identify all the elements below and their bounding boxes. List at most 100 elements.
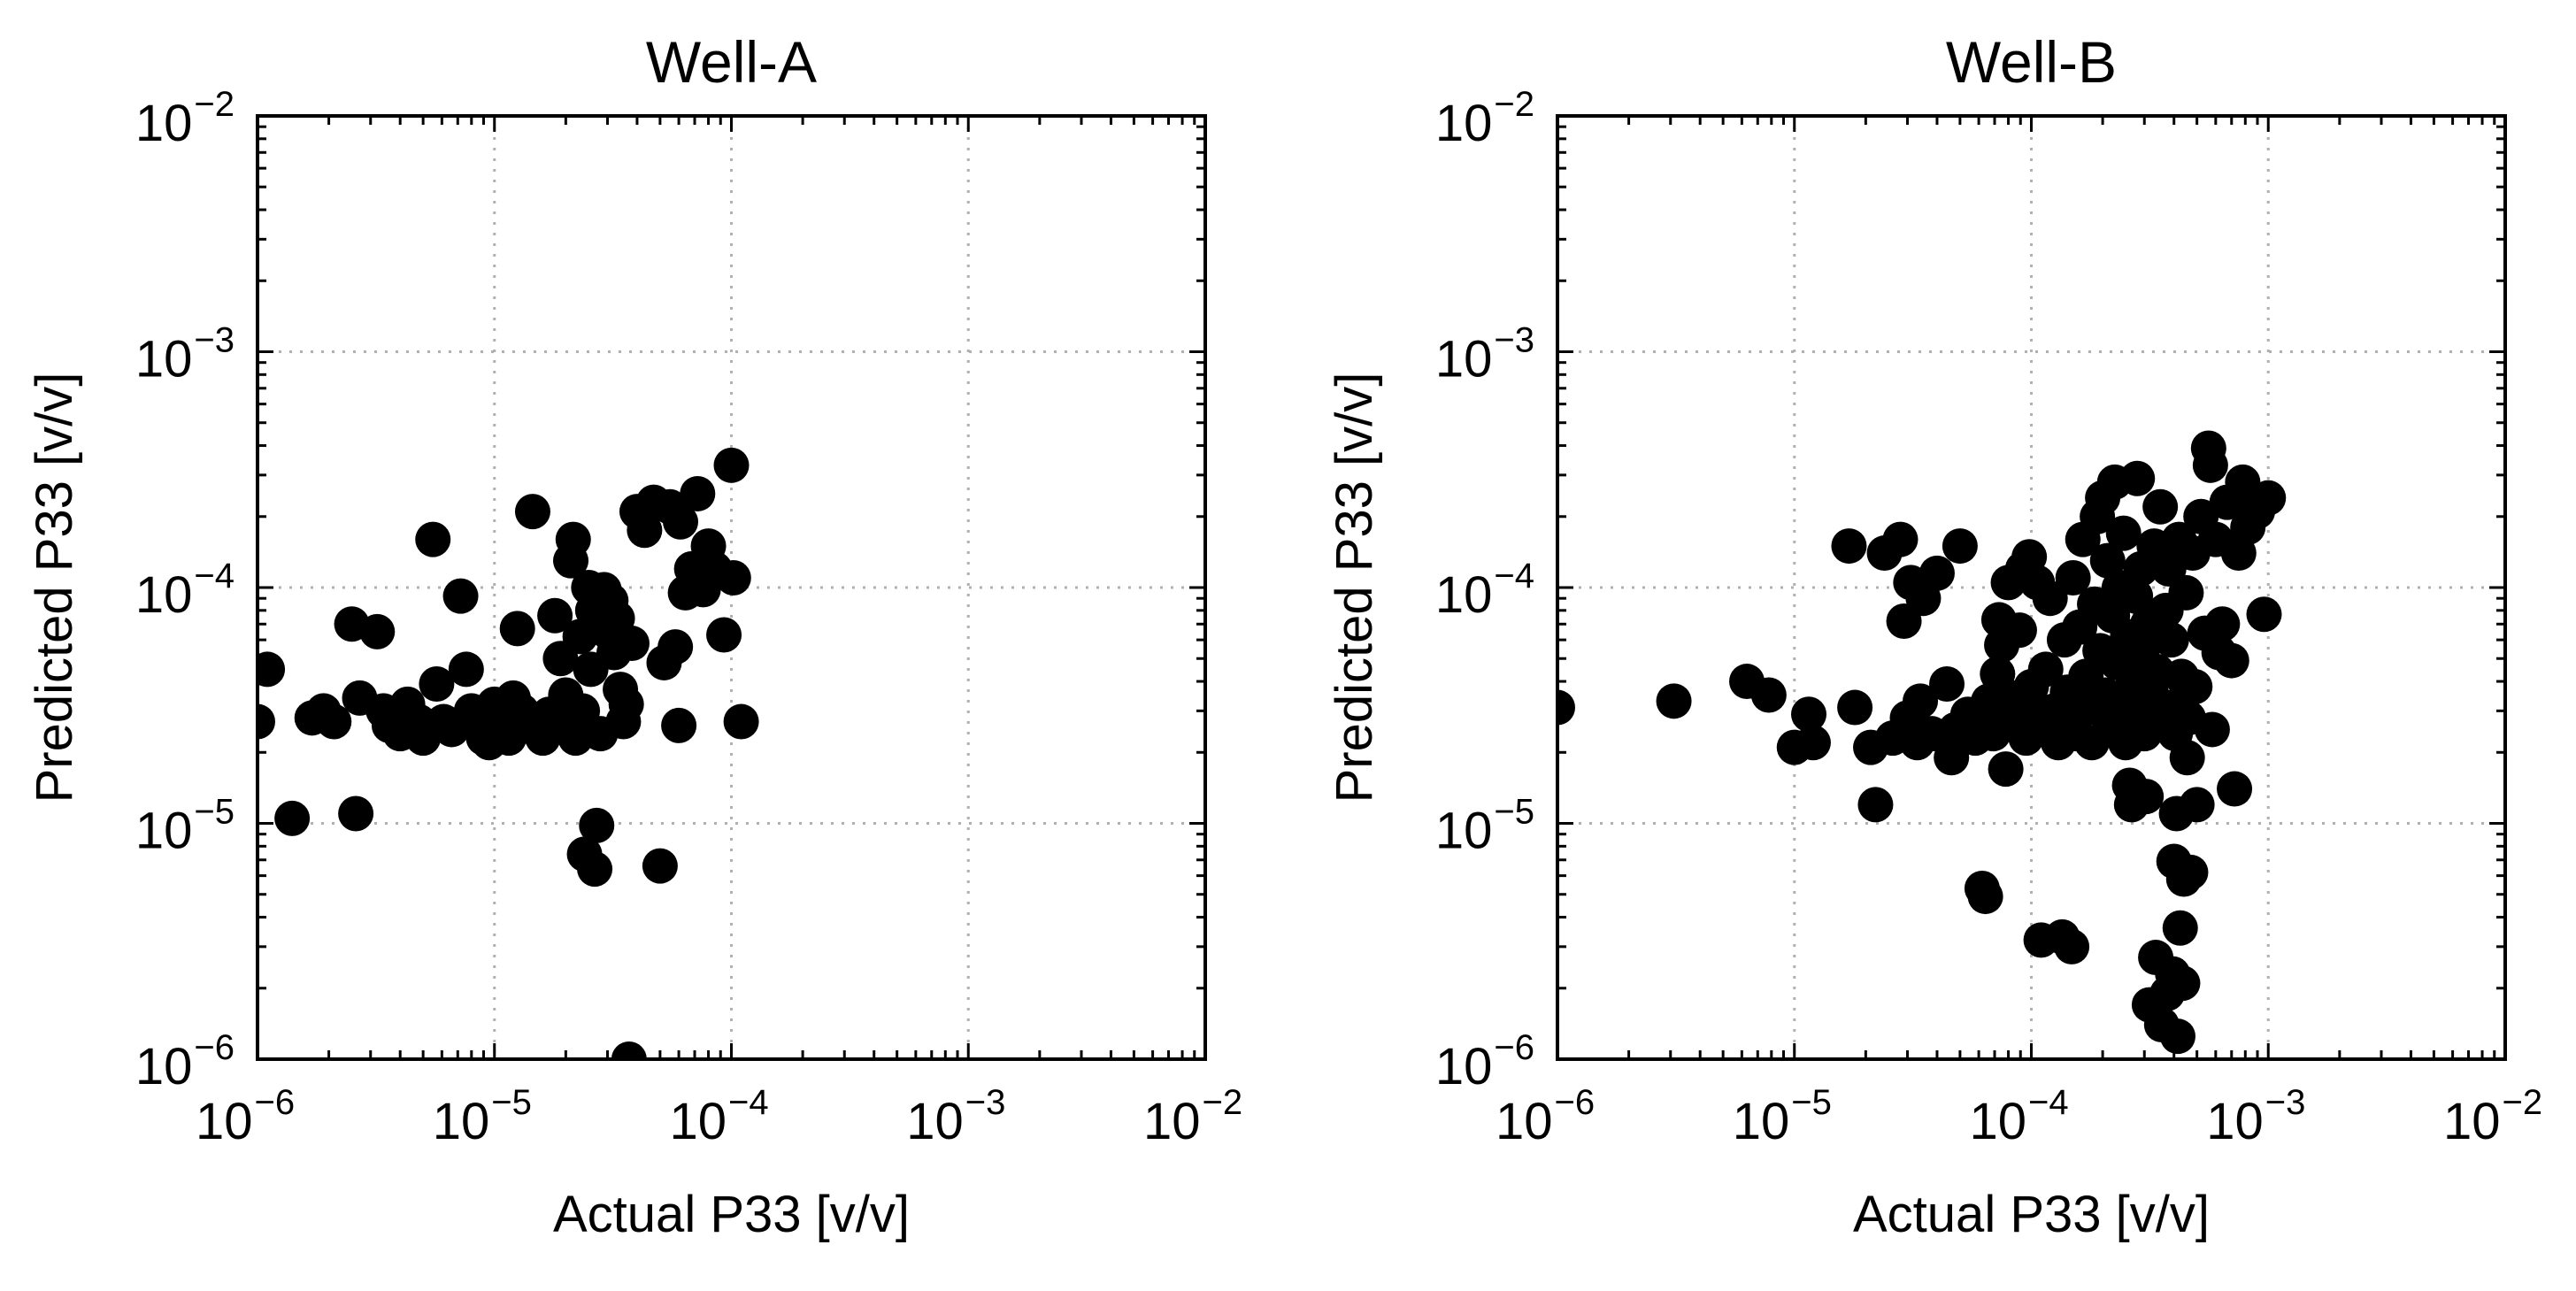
x-tick-label: 10−2 — [2443, 1083, 2542, 1150]
scatter-point — [1903, 683, 1939, 719]
scatter-point — [448, 651, 484, 688]
chart-panel-2: 10−6 10−5 10−4 10−3 10−2 10−6 10−5 10−4 10−3 10−2… — [1326, 29, 2542, 1243]
y-tick-label: 10−5 — [135, 793, 235, 860]
x-tick-label: 10−4 — [669, 1083, 768, 1150]
scatter-point — [1882, 521, 1919, 557]
scatter-point — [2165, 965, 2201, 1002]
scatter-point — [2168, 574, 2204, 611]
scatter-point — [1837, 689, 1873, 726]
plot-frame — [256, 114, 1207, 1061]
x-tick-label: 10−5 — [1733, 1083, 1832, 1150]
scatter-point — [2105, 515, 2142, 551]
scatter-point — [1750, 677, 1787, 713]
scatter-point — [663, 503, 699, 540]
scatter-point — [2055, 559, 2091, 596]
scatter-point — [258, 703, 275, 740]
scatter-point — [316, 703, 352, 740]
scatter-point — [706, 617, 742, 653]
scatter-point — [680, 475, 716, 511]
x-tick-label: 10−3 — [906, 1083, 1005, 1150]
scatter-point — [2204, 606, 2241, 642]
scatter-point — [1934, 740, 1970, 776]
scatter-point — [642, 848, 678, 884]
scatter-point — [657, 629, 694, 665]
scatter-point — [2118, 578, 2154, 614]
scatter-point — [577, 851, 613, 888]
scatter-point — [713, 447, 750, 483]
scatter-point — [715, 559, 751, 596]
x-tick-label: 10−5 — [433, 1083, 532, 1150]
scatter-point — [579, 807, 615, 843]
scatter-point — [1656, 683, 1692, 719]
y-tick-label: 10−2 — [135, 85, 235, 152]
scatter-point — [1919, 555, 1955, 591]
scatter-point — [2246, 596, 2282, 633]
scatter-point — [2172, 854, 2209, 890]
y-tick-label: 10−4 — [135, 557, 235, 624]
x-axis-label: Actual P33 [v/v] — [1853, 1186, 2210, 1243]
scatter-point — [2128, 779, 2165, 815]
scatter-point — [2217, 771, 2253, 807]
scatter-point — [723, 703, 759, 740]
scatter-point — [274, 800, 311, 836]
scatter-point — [613, 626, 650, 662]
x-tick-label: 10−6 — [196, 1083, 295, 1150]
scatter-point — [419, 665, 455, 702]
y-tick-label: 10−2 — [1435, 85, 1534, 152]
scatter-point — [359, 613, 396, 649]
y-tick-label: 10−6 — [135, 1028, 235, 1095]
x-axis-label: Actual P33 [v/v] — [553, 1186, 910, 1243]
scatter-point — [1942, 528, 1978, 565]
scatter-series — [1557, 430, 2287, 1055]
scatter-point — [661, 707, 697, 743]
scatter-point — [2159, 1018, 2195, 1055]
scatter-point — [2089, 542, 2126, 579]
scatter-point — [2162, 910, 2198, 946]
scatter-point — [2032, 580, 2068, 617]
scatter-point — [2225, 464, 2261, 500]
scatter-point — [1929, 665, 1965, 702]
y-tick-label: 10−3 — [135, 321, 235, 388]
scatter-point — [415, 521, 451, 557]
scatter-point — [627, 512, 663, 549]
scatter-point — [2194, 711, 2230, 748]
scatter-point — [2169, 740, 2205, 776]
scatter-point — [2192, 447, 2228, 483]
x-tick-label: 10−3 — [2206, 1083, 2305, 1150]
x-tick-label: 10−6 — [1496, 1083, 1595, 1150]
scatter-point — [2001, 612, 2037, 649]
scatter-point — [1557, 689, 1575, 726]
scatter-point — [555, 521, 591, 557]
scatter-series — [258, 447, 759, 1059]
scatter-point — [1795, 725, 1831, 761]
y-tick-label: 10−6 — [1435, 1028, 1534, 1095]
scatter-point — [499, 611, 535, 647]
y-tick-label: 10−4 — [1435, 557, 1534, 624]
chart-panel-1: 10−6 10−5 10−4 10−3 10−2 10−6 10−5 10−4 10−3 10−2… — [26, 29, 1242, 1243]
y-tick-label: 10−3 — [1435, 321, 1534, 388]
scatter-point — [2179, 787, 2215, 823]
scatter-point — [338, 795, 374, 832]
scatter-point — [442, 578, 479, 614]
y-axis-label: Predicted P33 [v/v] — [1326, 373, 1383, 803]
chart-title: Well-A — [646, 29, 817, 95]
scatter-point — [2177, 668, 2213, 704]
plot-frame — [1556, 114, 2507, 1061]
scatter-point — [258, 651, 286, 688]
scatter-point — [1980, 656, 2016, 692]
scatter-point — [2142, 488, 2179, 525]
x-tick-label: 10−4 — [1969, 1083, 2068, 1150]
scatter-point — [2119, 460, 2156, 496]
scatter-point — [2213, 642, 2249, 679]
scatter-point — [608, 686, 644, 722]
scatter-point — [1967, 879, 2003, 915]
scatter-point — [2153, 622, 2189, 658]
chart-title: Well-B — [1946, 29, 2117, 95]
scatter-point — [2250, 480, 2287, 516]
scatter-point — [1831, 528, 1867, 565]
scatter-point — [537, 597, 573, 634]
scatter-point — [2027, 651, 2064, 688]
scatter-point — [1857, 787, 1894, 823]
